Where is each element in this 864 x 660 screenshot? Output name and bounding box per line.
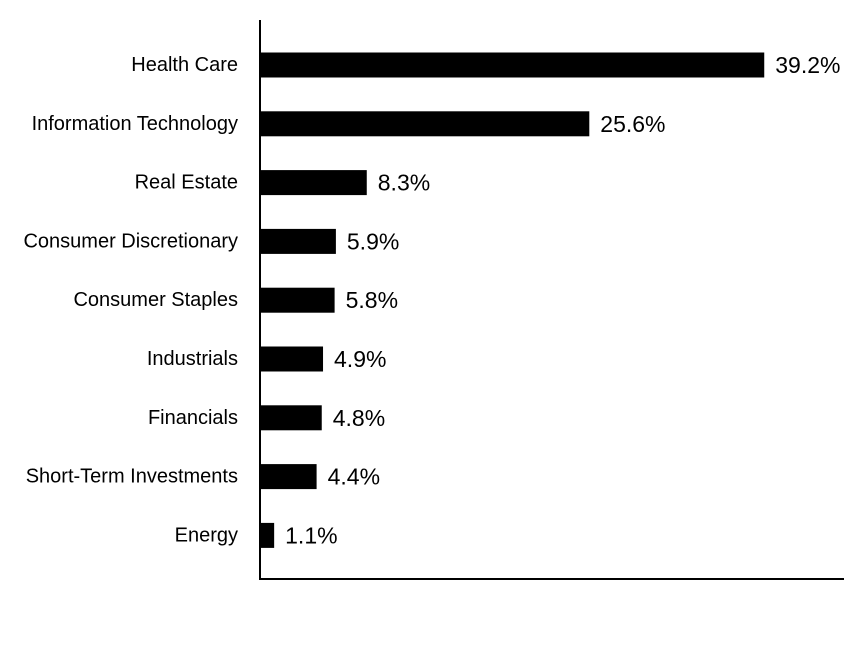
bar <box>260 52 765 78</box>
value-label: 25.6% <box>600 111 665 137</box>
category-label: Consumer Staples <box>73 289 238 311</box>
value-label: 4.9% <box>334 346 386 372</box>
bar <box>260 522 275 548</box>
value-label: 39.2% <box>775 52 840 78</box>
value-label: 5.8% <box>346 287 398 313</box>
category-labels-group: Health Care Information Technology Real Es… <box>23 54 238 546</box>
value-label: 5.9% <box>347 228 399 254</box>
value-label: 4.4% <box>328 464 380 490</box>
bar <box>260 405 322 431</box>
bar <box>260 111 590 137</box>
category-label: Short-Term Investments <box>26 466 238 488</box>
category-label: Financials <box>148 407 238 429</box>
bar <box>260 228 336 254</box>
category-label: Energy <box>175 524 238 546</box>
category-label: Information Technology <box>32 113 238 135</box>
bar <box>260 464 317 490</box>
bar <box>260 170 367 196</box>
bars-group <box>260 52 765 548</box>
category-label: Consumer Discretionary <box>23 230 238 252</box>
category-label: Health Care <box>131 54 238 76</box>
value-label: 4.8% <box>333 405 385 431</box>
category-label: Real Estate <box>135 172 238 194</box>
bar <box>260 287 335 313</box>
bar <box>260 346 324 372</box>
value-label: 1.1% <box>285 522 337 548</box>
value-labels-group: 39.2% 25.6% 8.3% 5.9% 5.8% 4.9% 4.8% 4.4% 1.1% <box>285 52 840 548</box>
category-label: Industrials <box>147 348 238 370</box>
value-label: 8.3% <box>378 170 430 196</box>
